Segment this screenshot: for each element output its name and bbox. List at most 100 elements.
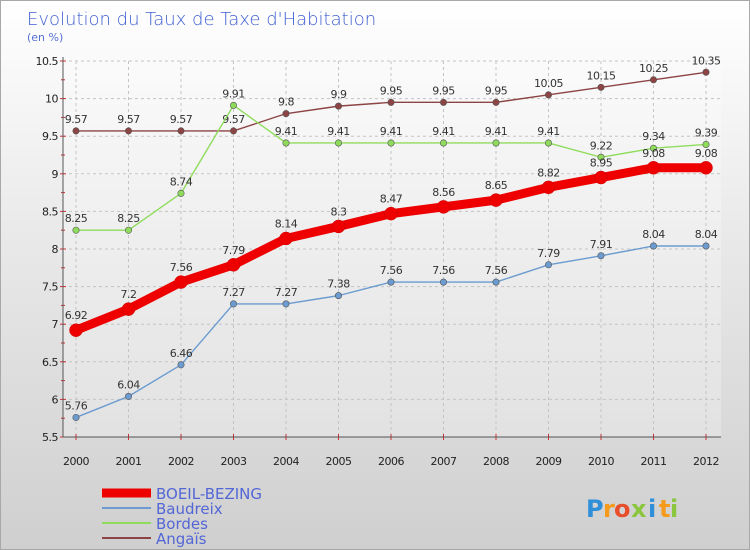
data-point-bordes	[649, 144, 657, 152]
data-label-baudreix: 8.04	[695, 228, 718, 241]
data-point-boeil-bezing	[331, 219, 346, 234]
data-point-bordes	[125, 226, 133, 234]
data-point-anga-s	[125, 127, 133, 135]
legend-label-bordes: Bordes	[156, 515, 208, 533]
x-tick-label: 2005	[326, 455, 352, 468]
data-label-bordes: 9.41	[537, 125, 560, 138]
data-label-anga-s: 9.57	[117, 113, 140, 126]
data-point-bordes	[597, 153, 605, 161]
data-label-boeil-bezing: 8.14	[275, 217, 298, 230]
data-label-baudreix: 7.38	[327, 278, 350, 291]
data-label-boeil-bezing: 7.2	[121, 288, 137, 301]
data-label-anga-s: 9.9	[331, 88, 347, 101]
x-tick-label: 2004	[273, 455, 299, 468]
data-label-anga-s: 9.57	[222, 113, 245, 126]
data-point-anga-s	[72, 127, 80, 135]
axes: 10.5 10 9.5 9 8.5 8 7.5 7 6.5 6 5.5 2000 2001 2002 200…	[36, 55, 721, 468]
y-tick-label: 10.5	[36, 55, 59, 68]
series-group: 9.57 9.57 9.57 9.57 9.8 9.9 9.95 9.95 9.95 10.05 1…	[65, 54, 721, 421]
y-tick-label: 5.5	[42, 431, 58, 444]
x-tick-label: 2003	[221, 455, 247, 468]
data-label-boeil-bezing: 6.92	[65, 309, 88, 322]
data-point-anga-s	[544, 91, 552, 99]
data-label-baudreix: 5.76	[65, 399, 88, 412]
data-point-anga-s	[702, 68, 710, 76]
x-tick-label: 2000	[63, 455, 89, 468]
data-point-baudreix	[282, 300, 290, 308]
x-tick-label: 2009	[536, 455, 562, 468]
data-point-baudreix	[72, 413, 80, 421]
data-point-baudreix	[702, 242, 710, 250]
data-point-baudreix	[492, 278, 500, 286]
y-tick-label: 9	[52, 168, 59, 181]
data-label-bordes: 9.41	[275, 125, 298, 138]
logo-letter: r	[603, 495, 615, 523]
data-label-baudreix: 7.56	[380, 264, 403, 277]
x-tick-label: 2007	[431, 455, 457, 468]
data-point-boeil-bezing	[541, 180, 556, 195]
series-boeil-bezing: 6.92 7.2 7.56 7.79 8.14 8.3 8.47 8.56 8.65 8.82 8.…	[65, 147, 718, 337]
data-point-boeil-bezing	[646, 161, 661, 175]
data-point-boeil-bezing	[594, 170, 608, 185]
y-tick-label: 6	[52, 393, 59, 406]
data-label-bordes: 9.41	[432, 125, 455, 138]
data-label-boeil-bezing: 9.08	[642, 147, 665, 160]
x-tick-label: 2012	[693, 455, 719, 468]
data-label-boeil-bezing: 7.56	[170, 261, 193, 274]
logo-letter: t	[659, 495, 670, 523]
data-point-boeil-bezing	[384, 206, 398, 221]
data-point-baudreix	[597, 252, 605, 260]
data-label-bordes: 9.91	[222, 87, 245, 100]
data-label-bordes: 8.25	[65, 212, 88, 225]
legend-label-baudreix: Baudreix	[156, 500, 223, 518]
series-baudreix: 5.76 6.04 6.46 7.27 7.27 7.38 7.56 7.56 7.56 7.79…	[65, 228, 718, 421]
data-label-anga-s: 10.15	[587, 69, 616, 82]
data-point-baudreix	[544, 261, 552, 269]
logo-letter: o	[614, 495, 631, 523]
data-point-bordes	[282, 139, 290, 147]
data-point-baudreix	[387, 278, 395, 286]
data-point-bordes	[72, 226, 80, 234]
data-point-anga-s	[597, 83, 605, 91]
data-label-bordes: 9.41	[327, 125, 350, 138]
data-label-anga-s: 9.95	[380, 84, 403, 97]
data-label-boeil-bezing: 8.65	[485, 179, 508, 192]
data-point-boeil-bezing	[226, 258, 241, 272]
legend-label-anga-s: Angaïs	[156, 530, 207, 548]
data-point-boeil-bezing	[121, 302, 136, 316]
data-label-bordes: 8.25	[117, 212, 140, 225]
data-label-bordes: 9.39	[695, 126, 718, 139]
y-tick-label: 7.5	[42, 281, 58, 294]
data-point-baudreix	[230, 300, 238, 308]
data-label-anga-s: 9.8	[278, 96, 294, 109]
legend-label-boeil-bezing: BOEIL-BEZING	[156, 485, 262, 503]
data-point-bordes	[230, 101, 238, 109]
data-label-boeil-bezing: 7.79	[222, 244, 245, 257]
data-point-anga-s	[334, 102, 342, 110]
data-label-bordes: 8.74	[170, 175, 193, 188]
data-point-anga-s	[387, 98, 395, 106]
data-label-baudreix: 6.04	[117, 378, 140, 391]
data-label-baudreix: 6.46	[170, 347, 193, 360]
data-label-bordes: 9.41	[380, 125, 403, 138]
data-point-boeil-bezing	[69, 323, 83, 337]
x-tick-label: 2011	[641, 455, 667, 468]
y-tick-label: 10	[45, 93, 58, 106]
logo-letter: x	[631, 495, 647, 523]
data-point-anga-s	[282, 110, 290, 118]
logo-letter: i	[648, 495, 656, 523]
data-label-baudreix: 7.27	[275, 286, 298, 299]
logo-letter: P	[586, 495, 604, 523]
series-bordes: 8.25 8.25 8.74 9.91 9.41 9.41 9.41 9.41 9.41 9.41…	[65, 87, 718, 234]
data-point-baudreix	[649, 242, 657, 250]
data-label-baudreix: 8.04	[642, 228, 665, 241]
data-point-anga-s	[230, 127, 238, 135]
data-point-bordes	[177, 189, 185, 197]
chart-subtitle: (en %)	[27, 31, 63, 44]
data-point-bordes	[492, 139, 500, 147]
data-label-boeil-bezing: 8.56	[432, 186, 455, 199]
data-label-anga-s: 10.05	[534, 77, 563, 90]
